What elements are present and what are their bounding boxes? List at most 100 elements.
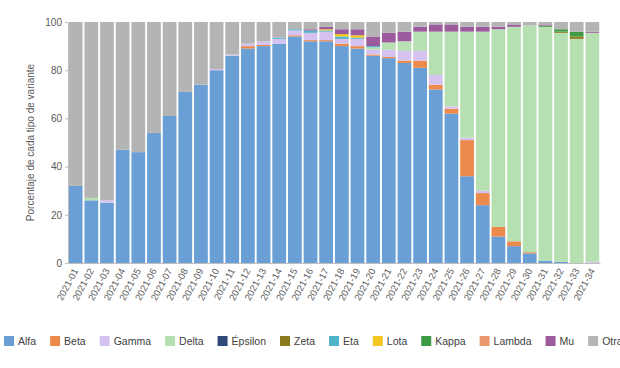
legend-swatch xyxy=(165,336,175,346)
bar xyxy=(429,24,443,31)
legend-item: Gamma xyxy=(100,335,152,347)
bar xyxy=(304,33,318,40)
legend-swatch xyxy=(218,336,228,346)
bar xyxy=(225,22,239,55)
bar xyxy=(272,38,286,39)
bar xyxy=(288,36,302,263)
bar xyxy=(319,31,333,32)
bar xyxy=(585,32,599,33)
bar xyxy=(507,24,521,26)
bar xyxy=(492,236,506,263)
bar xyxy=(445,24,459,31)
bar xyxy=(492,22,506,27)
series-bars xyxy=(272,29,380,47)
bar xyxy=(241,44,255,46)
legend-item: Lambda xyxy=(480,335,532,347)
tick-mark xyxy=(65,22,68,23)
tick: 20 xyxy=(51,210,68,221)
bar xyxy=(398,32,412,42)
bar xyxy=(241,22,255,44)
legend-swatch xyxy=(588,336,598,346)
bar xyxy=(585,263,599,264)
bar xyxy=(366,56,380,263)
bar xyxy=(445,106,459,108)
bar xyxy=(84,198,98,200)
bar xyxy=(84,200,98,263)
bar xyxy=(554,262,568,263)
bar xyxy=(351,38,365,39)
legend-item: Eta xyxy=(329,335,359,347)
bar xyxy=(319,22,333,27)
bar xyxy=(538,26,552,27)
legend-item: Lota xyxy=(373,335,408,347)
bar xyxy=(84,22,98,198)
bar xyxy=(163,116,177,263)
legend-label: Zeta xyxy=(294,335,315,347)
bar xyxy=(319,29,333,30)
bar xyxy=(366,22,380,36)
bar xyxy=(366,46,380,47)
bar xyxy=(319,41,333,263)
legend-swatch xyxy=(373,336,383,346)
bar xyxy=(507,241,521,246)
bar xyxy=(445,32,459,107)
bar xyxy=(382,22,396,33)
bar xyxy=(288,35,302,36)
bar xyxy=(585,32,599,33)
tick-mark xyxy=(65,215,68,216)
legend-label: Alfa xyxy=(18,335,36,347)
bar xyxy=(288,30,302,31)
y-axis: 020406080100 xyxy=(45,17,68,269)
legend-swatch xyxy=(421,336,431,346)
y-axis-title: Porcentaje de cada tipo de variante xyxy=(25,63,36,221)
bar xyxy=(257,46,271,263)
bar xyxy=(116,22,130,150)
bar xyxy=(429,89,443,263)
bar xyxy=(304,41,318,263)
bar xyxy=(225,55,239,56)
bar xyxy=(257,45,271,46)
tick-label: 80 xyxy=(51,65,63,76)
bar xyxy=(319,40,333,41)
bar xyxy=(335,22,349,29)
legend-item: Otra variante xyxy=(588,335,620,347)
bar xyxy=(398,41,412,51)
bar xyxy=(492,227,506,237)
bar xyxy=(131,152,145,263)
bar xyxy=(382,57,396,58)
bar xyxy=(538,261,552,263)
bar xyxy=(476,22,490,27)
bar xyxy=(69,186,83,263)
bar xyxy=(257,22,271,41)
bar xyxy=(335,39,349,44)
legend-swatch xyxy=(546,336,556,346)
bar xyxy=(523,252,537,253)
bar xyxy=(210,70,224,263)
bar xyxy=(492,29,506,227)
bar xyxy=(178,92,192,263)
axis-line xyxy=(68,23,69,264)
bar xyxy=(210,69,224,70)
bar xyxy=(272,44,286,263)
bar xyxy=(398,63,412,263)
legend-item: Alfa xyxy=(4,335,36,347)
bar xyxy=(382,58,396,263)
bar xyxy=(507,27,521,241)
bar xyxy=(366,36,380,46)
bar xyxy=(492,27,506,29)
bar xyxy=(257,41,271,45)
bar xyxy=(366,55,380,56)
bar xyxy=(194,85,208,263)
tick: 40 xyxy=(51,161,68,172)
bar xyxy=(304,22,318,29)
bar xyxy=(272,38,286,39)
tick-label: 0 xyxy=(56,258,62,269)
bar xyxy=(460,22,474,27)
legend-swatch xyxy=(100,336,110,346)
tick: 0 xyxy=(56,258,68,269)
bar xyxy=(429,22,443,24)
bar xyxy=(585,32,599,33)
bar xyxy=(178,22,192,92)
tick: 80 xyxy=(51,65,68,76)
bar xyxy=(147,22,161,133)
